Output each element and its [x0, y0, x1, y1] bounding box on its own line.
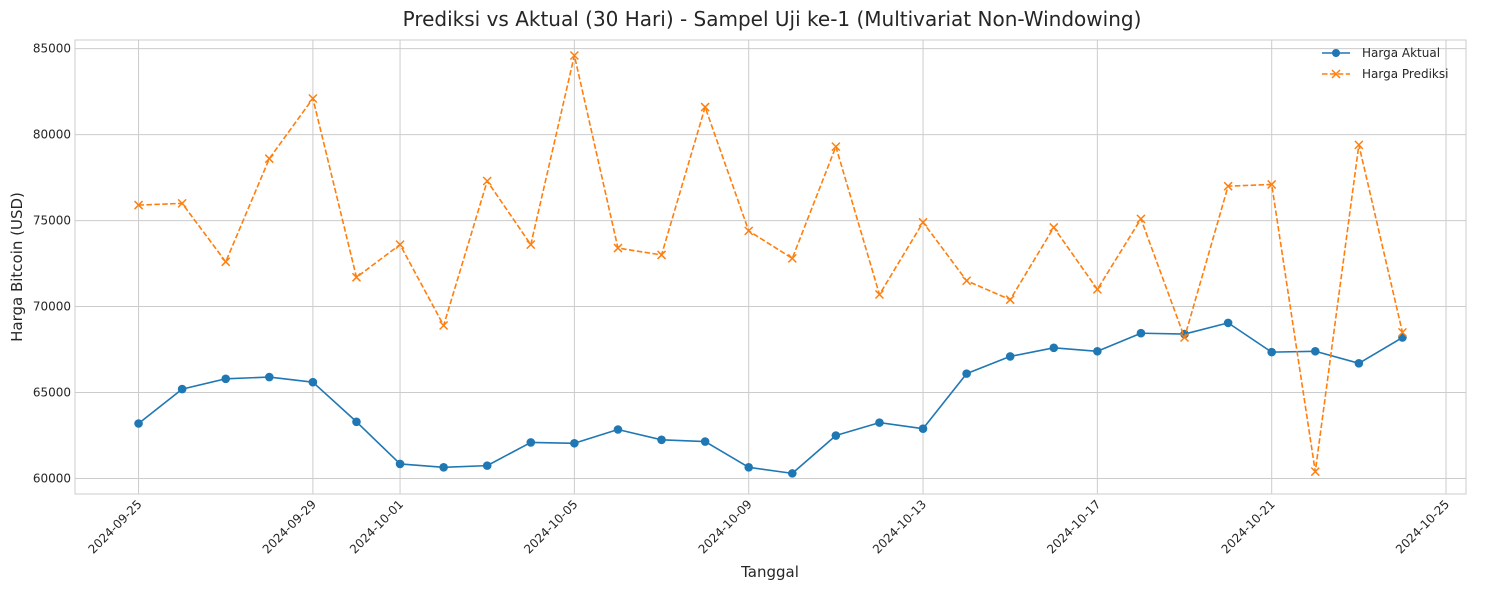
x-tick-label: 2024-09-25 [85, 497, 144, 556]
data-point-aktual [439, 463, 448, 472]
data-point-aktual [657, 435, 666, 445]
x-tick-label: 2024-10-21 [1219, 497, 1278, 556]
y-tick-label: 85000 [33, 42, 71, 56]
x-tick-label: 2024-10-13 [870, 497, 929, 556]
x-tick-label: 2024-09-29 [260, 497, 319, 556]
data-point-aktual [962, 369, 971, 378]
data-point-aktual [265, 372, 274, 382]
data-point-prediksi [962, 276, 972, 286]
data-point-aktual [352, 417, 361, 427]
data-point-aktual [134, 419, 143, 428]
data-point-prediksi [1005, 295, 1015, 305]
data-point-aktual [221, 374, 231, 384]
data-point-prediksi [657, 250, 667, 260]
data-point-prediksi [221, 257, 231, 267]
grid [75, 40, 1466, 494]
series-line-prediksi [138, 54, 1404, 473]
data-point-aktual [787, 469, 797, 478]
data-point-prediksi [1179, 332, 1190, 343]
x-tick-label: 2024-10-09 [696, 497, 755, 556]
data-point-aktual [744, 463, 754, 472]
data-point-prediksi [308, 93, 318, 104]
legend-label-aktual: Harga Aktual [1362, 46, 1440, 60]
data-point-prediksi [1397, 327, 1407, 337]
data-point-prediksi [1223, 181, 1233, 191]
data-point-prediksi [874, 289, 884, 300]
series-prediksi [134, 50, 1407, 477]
data-point-prediksi [1092, 284, 1102, 294]
data-point-aktual [1223, 318, 1233, 328]
data-point-aktual [177, 384, 187, 394]
legend-label-prediksi: Harga Prediksi [1362, 67, 1448, 81]
legend: Harga Aktual Harga Prediksi [1322, 46, 1448, 81]
data-point-prediksi [744, 226, 754, 236]
data-point-aktual [1093, 346, 1102, 356]
data-point-prediksi [831, 142, 841, 152]
y-axis-title: Harga Bitcoin (USD) [8, 192, 26, 342]
y-tick-label: 60000 [33, 472, 71, 486]
data-point-aktual [918, 424, 928, 433]
data-point-prediksi [918, 217, 928, 227]
data-point-aktual [1136, 328, 1146, 338]
data-point-aktual [613, 425, 623, 434]
y-tick-label: 75000 [33, 214, 71, 228]
data-point-prediksi [1354, 140, 1364, 150]
data-point-prediksi [264, 154, 274, 164]
data-point-prediksi [482, 176, 492, 186]
x-tick-label: 2024-10-17 [1044, 497, 1103, 556]
x-tick-label: 2024-10-05 [521, 497, 580, 556]
data-point-prediksi [351, 272, 361, 282]
data-point-aktual [395, 459, 405, 469]
data-point-prediksi [439, 320, 449, 331]
data-point-prediksi [526, 240, 536, 250]
data-point-aktual [1267, 347, 1276, 357]
data-point-aktual [1310, 346, 1320, 356]
data-point-aktual [308, 377, 318, 387]
data-point-aktual [482, 461, 492, 470]
x-axis-title: Tanggal [740, 563, 799, 581]
data-point-aktual [700, 437, 710, 446]
data-point-prediksi [613, 243, 623, 253]
plot-frame [74, 39, 1467, 495]
data-point-prediksi [700, 102, 710, 112]
data-point-aktual [526, 438, 536, 447]
data-point-aktual [831, 431, 841, 440]
data-point-prediksi [1136, 214, 1146, 224]
data-point-prediksi [569, 50, 579, 61]
data-point-aktual [1354, 359, 1364, 368]
data-point-aktual [875, 418, 884, 427]
y-tick-label: 70000 [33, 300, 71, 314]
x-tick-label: 2024-10-25 [1393, 497, 1452, 556]
chart-title: Prediksi vs Aktual (30 Hari) - Sampel Uj… [403, 7, 1142, 31]
data-point-aktual [1005, 352, 1015, 361]
data-point-aktual [1049, 343, 1059, 353]
data-point-prediksi [1267, 179, 1277, 189]
data-point-prediksi [1310, 467, 1320, 477]
series-aktual [134, 318, 1407, 478]
data-point-aktual [570, 438, 579, 448]
data-point-prediksi [134, 200, 144, 210]
tick-labels: 60000 65000 70000 75000 80000 85000 2024-09-25… [33, 42, 1452, 557]
series-line-aktual [138, 322, 1403, 475]
data-point-prediksi [1049, 222, 1059, 232]
legend-marker-prediksi [1331, 69, 1341, 79]
y-tick-label: 65000 [33, 386, 71, 400]
legend-marker-aktual [1332, 49, 1340, 57]
y-tick-label: 80000 [33, 128, 71, 142]
x-tick-label: 2024-10-01 [347, 497, 406, 556]
data-point-prediksi [395, 240, 405, 250]
series-layer [134, 50, 1407, 478]
data-point-prediksi [787, 253, 797, 263]
data-point-prediksi [177, 198, 187, 208]
